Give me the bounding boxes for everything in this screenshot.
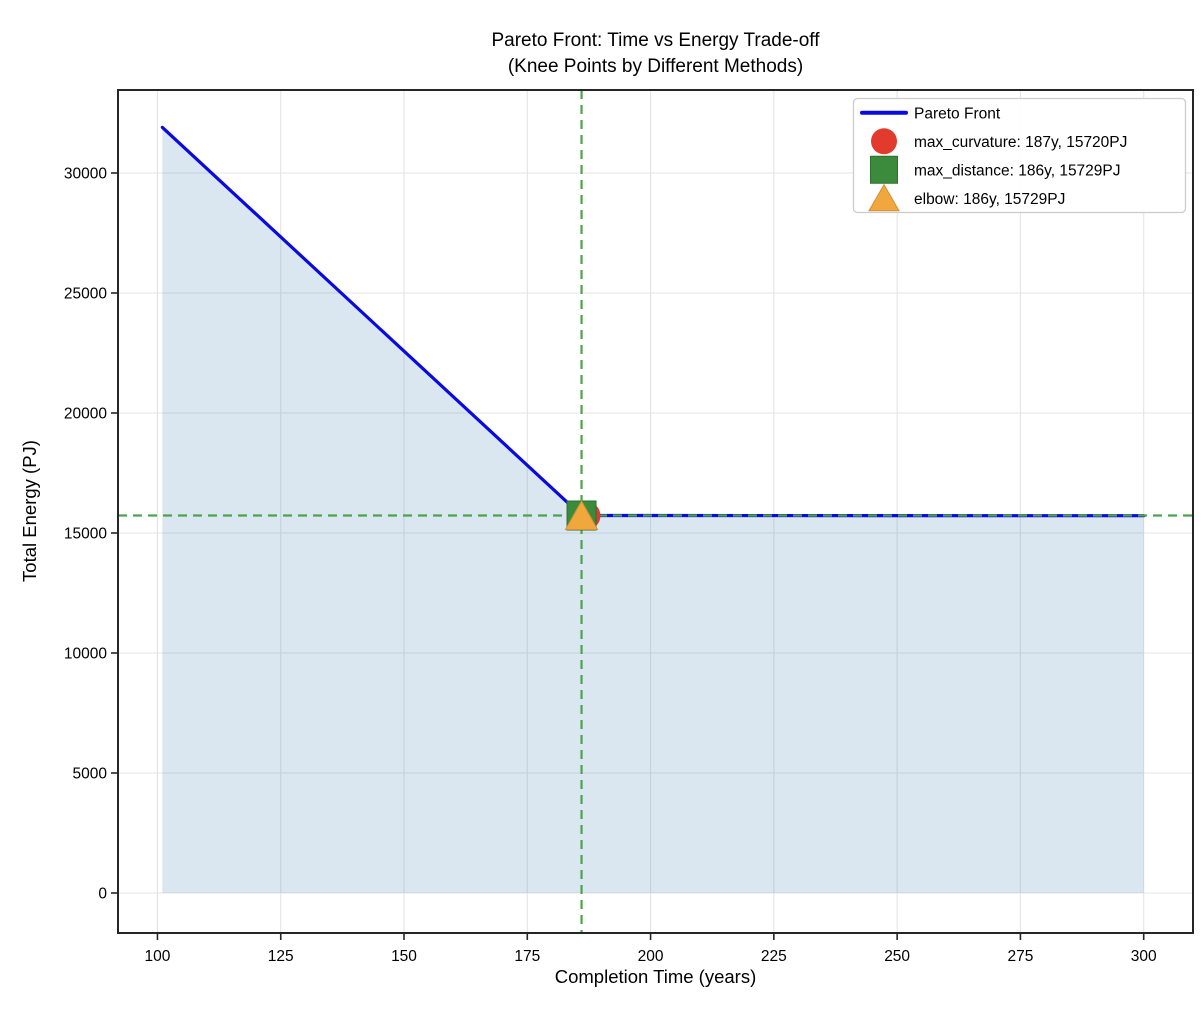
x-tick-label: 225 — [761, 948, 787, 965]
legend-square-handle — [870, 155, 898, 184]
legend-circle-handle — [871, 128, 897, 155]
x-tick-label: 200 — [638, 948, 664, 965]
pareto-fill-area — [162, 127, 1144, 893]
legend-box — [852, 97, 1187, 214]
y-tick-label: 20000 — [64, 405, 107, 422]
chart-title-line1: Pareto Front: Time vs Energy Trade-off — [491, 30, 820, 51]
x-tick-label: 275 — [1007, 948, 1033, 965]
legend-triangle-handle — [868, 183, 900, 212]
x-tick-label: 250 — [884, 948, 910, 965]
knee-marker-elbow — [564, 499, 599, 530]
x-tick-label: 150 — [391, 948, 417, 965]
y-tick-label: 0 — [98, 885, 107, 902]
y-tick-label: 30000 — [64, 165, 107, 182]
x-tick-label: 300 — [1131, 948, 1157, 965]
legend-label: elbow: 186y, 15729PJ — [914, 191, 1065, 208]
plot-border — [117, 89, 1194, 934]
legend-label: max_distance: 186y, 15729PJ — [914, 162, 1121, 179]
y-tick-label: 5000 — [73, 765, 108, 782]
legend-label: max_curvature: 187y, 15720PJ — [914, 134, 1127, 151]
x-tick-label: 175 — [514, 948, 540, 965]
y-tick-label: 10000 — [64, 645, 107, 662]
x-tick-label: 100 — [145, 948, 171, 965]
y-tick-label: 15000 — [64, 525, 107, 542]
legend-label: Pareto Front — [914, 105, 1001, 122]
chart-title: Pareto Front: Time vs Energy Trade-off (… — [118, 28, 1193, 80]
y-tick-label: 25000 — [64, 285, 107, 302]
y-axis-label: Total Energy (PJ) — [19, 440, 40, 582]
x-axis-label: Completion Time (years) — [554, 966, 757, 987]
x-tick-label: 125 — [268, 948, 294, 965]
chart-title-line2: (Knee Points by Different Methods) — [507, 56, 804, 77]
